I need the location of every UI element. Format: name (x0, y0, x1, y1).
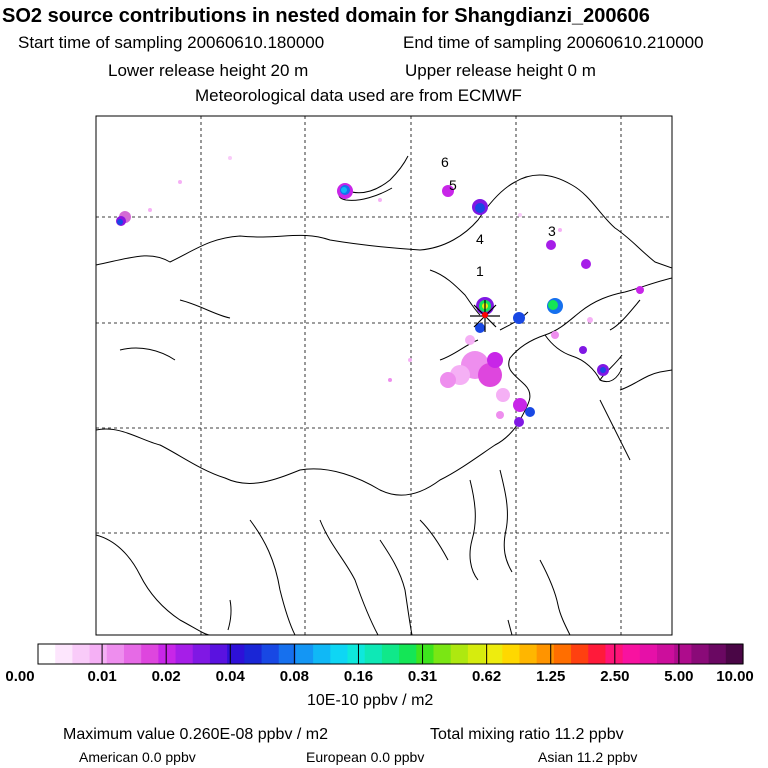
colorbar-swatch (158, 644, 177, 664)
colorbar-swatch (295, 644, 314, 664)
colorbar-swatch (502, 644, 521, 664)
colorbar-swatch (571, 644, 589, 664)
colorbar-swatch (106, 644, 125, 664)
colorbar-swatch (519, 644, 538, 664)
site-label-5: 5 (449, 177, 457, 193)
colorbar-swatch (209, 644, 228, 664)
site-label-1: 1 (476, 263, 484, 279)
colorbar-swatch (347, 644, 366, 664)
colorbar-swatch (708, 644, 727, 664)
met-source-label: Meteorological data used are from ECMWF (195, 86, 522, 105)
upper-release-label: Upper release height 0 m (405, 61, 596, 80)
colorbar (37, 643, 744, 665)
colorbar-swatch (227, 644, 245, 664)
chart-title: SO2 source contributions in nested domai… (2, 5, 650, 27)
map-frame (95, 115, 673, 636)
end-time-label: End time of sampling 20060610.210000 (403, 33, 704, 52)
colorbar-border (37, 643, 744, 665)
colorbar-swatch (433, 644, 452, 664)
colorbar-tick-label: 0.62 (472, 668, 502, 685)
colorbar-swatch (691, 644, 710, 664)
colorbar-swatch (450, 644, 469, 664)
colorbar-swatch (141, 644, 159, 664)
maximum-value: Maximum value 0.260E-08 ppbv / m2 (63, 726, 329, 743)
colorbar-swatch (278, 644, 297, 664)
colorbar-swatch (536, 644, 555, 664)
colorbar-swatch (175, 644, 194, 664)
colorbar-swatch (244, 644, 263, 664)
colorbar-swatch (192, 644, 211, 664)
site-label-3: 3 (548, 223, 556, 239)
colorbar-swatch (55, 644, 73, 664)
colorbar-tick-label: 0.04 (215, 668, 245, 685)
station-marker (470, 300, 500, 332)
site-labels: 1 3 4 5 6 (441, 154, 556, 279)
colorbar-swatch (72, 644, 91, 664)
colorbar-unit: 10E-10 ppbv / m2 (307, 692, 434, 709)
lower-release-label: Lower release height 20 m (108, 61, 309, 80)
colorbar-swatch (313, 644, 331, 664)
colorbar-swatch (399, 644, 417, 664)
colorbar-swatch (261, 644, 280, 664)
colorbar-tick-label: 1.25 (536, 668, 566, 685)
colorbar-swatch (123, 644, 142, 664)
american-contribution: American 0.0 ppbv (79, 749, 196, 765)
asian-contribution: Asian 11.2 ppbv (538, 749, 638, 765)
colorbar-swatch (725, 644, 744, 664)
colorbar-swatch (381, 644, 400, 664)
european-contribution: European 0.0 ppbv (306, 749, 425, 765)
colorbar-tick-label: 0.02 (151, 668, 181, 685)
colorbar-swatch (330, 644, 349, 664)
colorbar-swatch (657, 644, 675, 664)
colorbar-swatch (89, 644, 108, 664)
colorbar-swatch (485, 644, 503, 664)
colorbar-swatch (553, 644, 572, 664)
colorbar-swatch (674, 644, 693, 664)
map-grid (96, 116, 672, 635)
colorbar-swatch (416, 644, 435, 664)
colorbar-swatch (467, 644, 486, 664)
site-label-4: 4 (476, 231, 484, 247)
start-time-label: Start time of sampling 20060610.180000 (18, 33, 325, 52)
total-mixing-ratio: Total mixing ratio 11.2 ppbv (430, 726, 624, 743)
colorbar-tick-label: 0.31 (407, 668, 438, 685)
colorbar-tick-label: 5.00 (664, 668, 694, 685)
colorbar-tick-label: 0.08 (279, 668, 309, 685)
colorbar-tick-label: 0.00 (5, 668, 35, 685)
colorbar-swatch (622, 644, 641, 664)
colorbar-swatch (38, 644, 56, 664)
site-label-6: 6 (441, 154, 449, 170)
colorbar-swatch (639, 644, 658, 664)
concentration-field (116, 156, 644, 427)
colorbar-tick-label: 0.16 (343, 668, 374, 685)
colorbar-swatch (588, 644, 607, 664)
coastlines (96, 155, 672, 635)
colorbar-tick-label: 2.50 (600, 668, 630, 685)
colorbar-swatch (364, 644, 383, 664)
colorbar-tick-label: 10.00 (716, 668, 754, 685)
colorbar-tick-label: 0.01 (87, 668, 117, 685)
